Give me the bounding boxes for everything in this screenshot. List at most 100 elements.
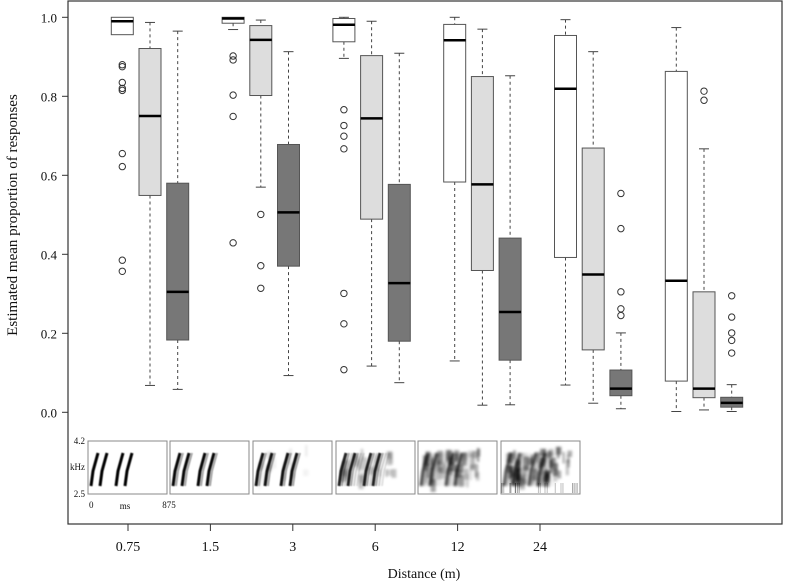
box-series-1 bbox=[554, 19, 577, 386]
y-tick-label: 0.6 bbox=[41, 168, 58, 183]
freq-top-label: 4.2 bbox=[74, 436, 85, 446]
box bbox=[138, 48, 162, 196]
box bbox=[581, 147, 605, 351]
box-group-6 bbox=[443, 16, 522, 406]
y-tick-label: 0.4 bbox=[41, 247, 58, 262]
y-axis: 0.0 0.2 0.4 0.6 0.8 1.0 bbox=[41, 10, 68, 420]
outlier-point bbox=[229, 91, 237, 99]
y-tick-label: 0.0 bbox=[41, 405, 57, 420]
plot-frame bbox=[67, 0, 783, 525]
freq-bottom-label: 2.5 bbox=[74, 489, 86, 499]
outlier-point bbox=[229, 239, 237, 247]
freq-unit-label: kHz bbox=[70, 462, 85, 472]
x-tick-label: 24 bbox=[533, 540, 547, 555]
time-unit-label: ms bbox=[120, 501, 131, 511]
y-tick-label: 1.0 bbox=[41, 10, 57, 25]
outlier-point bbox=[700, 96, 708, 104]
x-tick-label: 3 bbox=[289, 540, 296, 555]
outlier-point bbox=[118, 162, 127, 171]
box-series-3 bbox=[609, 189, 633, 410]
outlier-point bbox=[257, 262, 265, 270]
x-tick-label: 1.5 bbox=[202, 540, 220, 555]
box-series-1 bbox=[443, 16, 467, 362]
x-axis: 0.75 1.5 3 6 12 24 bbox=[116, 524, 547, 555]
box bbox=[554, 34, 577, 258]
spectrogram-panel-3 bbox=[252, 440, 333, 495]
box-series-3 bbox=[166, 30, 190, 390]
box bbox=[166, 182, 190, 341]
box bbox=[692, 291, 716, 399]
outlier-point bbox=[728, 313, 736, 321]
outlier-point bbox=[118, 62, 127, 71]
outlier-point bbox=[340, 121, 348, 130]
x-tick-label: 0.75 bbox=[116, 540, 141, 555]
outlier-point bbox=[340, 106, 348, 114]
box-series-3 bbox=[387, 52, 411, 384]
box-group-3 bbox=[332, 16, 411, 384]
box-series-2 bbox=[470, 28, 494, 406]
box bbox=[498, 237, 522, 361]
outlier-point bbox=[617, 189, 625, 198]
spectrogram-panel-24 bbox=[500, 440, 581, 495]
outlier-point bbox=[340, 289, 348, 298]
time-start-label: 0 bbox=[89, 500, 94, 510]
box-group-0.75 bbox=[110, 16, 190, 390]
spectrogram-panel-0.75 bbox=[87, 440, 168, 495]
box bbox=[277, 143, 300, 267]
outlier-point bbox=[617, 288, 625, 296]
outlier-point bbox=[700, 87, 708, 95]
box-series-1 bbox=[110, 16, 134, 275]
box bbox=[332, 17, 356, 43]
outlier-point bbox=[118, 149, 127, 158]
box-group-24 bbox=[664, 27, 744, 413]
x-tick-label: 6 bbox=[372, 540, 379, 555]
outlier-point bbox=[118, 256, 127, 264]
outlier-point bbox=[118, 86, 127, 95]
box bbox=[110, 16, 134, 36]
box-series-2 bbox=[581, 51, 605, 404]
outlier-point bbox=[728, 336, 736, 345]
box bbox=[443, 23, 467, 183]
box-series-3 bbox=[498, 75, 522, 406]
outlier-point bbox=[617, 305, 625, 313]
spectrogram-panel-12 bbox=[417, 440, 498, 495]
box-series-2 bbox=[249, 19, 273, 292]
outlier-point bbox=[118, 60, 127, 69]
outlier-point bbox=[340, 145, 348, 153]
outlier-point bbox=[340, 320, 348, 328]
outlier-point bbox=[257, 284, 265, 292]
spectrogram-panel-6 bbox=[335, 440, 416, 495]
box-series-1 bbox=[332, 16, 356, 374]
outlier-point bbox=[118, 84, 127, 93]
box-series-3 bbox=[720, 292, 744, 413]
y-tick-label: 0.2 bbox=[41, 326, 57, 341]
outlier-point bbox=[728, 349, 736, 357]
outlier-point bbox=[229, 112, 237, 121]
time-end-label: 875 bbox=[162, 500, 176, 510]
outlier-point bbox=[728, 292, 736, 300]
box-series-2 bbox=[692, 87, 716, 411]
spectrogram-panel-1.5 bbox=[169, 440, 250, 495]
box-series-2 bbox=[138, 21, 162, 386]
outlier-point bbox=[340, 365, 348, 374]
box bbox=[249, 25, 273, 97]
box bbox=[387, 183, 411, 342]
outlier-point bbox=[340, 132, 348, 140]
spectrogram-inset: 4.2 kHz 2.50 ms 875 bbox=[70, 436, 581, 511]
y-axis-label: Estimated mean proportion of responses bbox=[5, 94, 21, 336]
outlier-point bbox=[229, 56, 237, 64]
outlier-point bbox=[617, 224, 625, 233]
outlier-point bbox=[728, 329, 736, 337]
x-tick-label: 12 bbox=[451, 540, 465, 555]
box-series-1 bbox=[664, 27, 688, 413]
box-group-12 bbox=[554, 19, 633, 410]
box-series-3 bbox=[277, 51, 300, 377]
box bbox=[360, 55, 384, 220]
outlier-point bbox=[257, 210, 265, 219]
y-tick-label: 0.8 bbox=[41, 89, 57, 104]
outlier-point bbox=[617, 311, 625, 320]
x-axis-label: Distance (m) bbox=[388, 567, 461, 582]
boxes-layer bbox=[110, 16, 744, 413]
box bbox=[664, 70, 688, 382]
